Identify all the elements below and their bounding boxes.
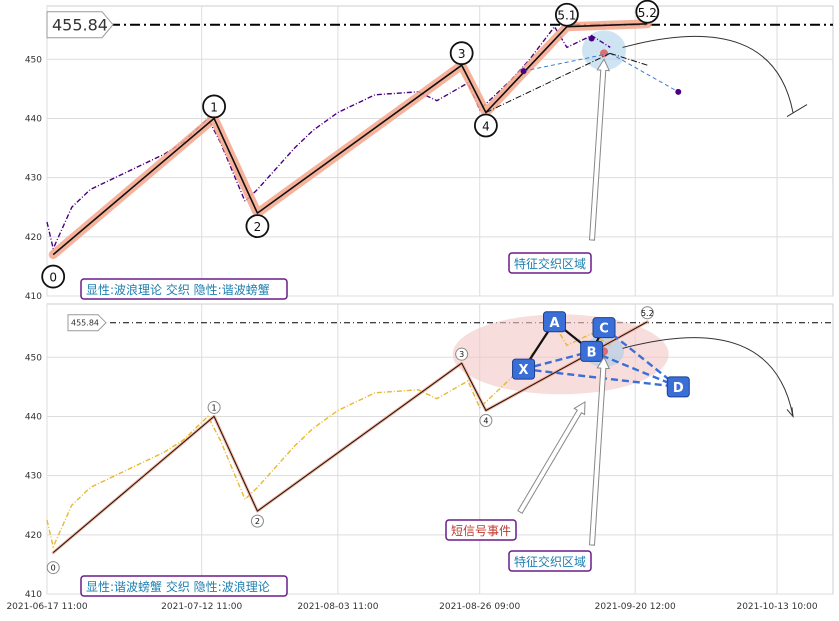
signal-event-callout-box xyxy=(445,519,517,541)
interweave-callout-box xyxy=(508,550,592,572)
wave-point-label: 4 xyxy=(482,120,490,134)
projection-mid-dot xyxy=(588,35,595,42)
wave-point-marker xyxy=(474,113,498,138)
price-marker-label: 455.84 xyxy=(52,16,108,35)
wave-point-marker xyxy=(245,214,270,239)
wave-point-label: 4 xyxy=(483,417,488,426)
interweave-arrow xyxy=(588,58,611,241)
y-tick-label: 420 xyxy=(25,531,42,541)
panel-top: 410 420 430 440 450 455.84 0 1 2 3 4 5.1 5.2 特征交织区域显性… xyxy=(25,0,834,302)
y-tick-label: 430 xyxy=(25,174,42,184)
plot-frame xyxy=(46,5,834,297)
projection-line xyxy=(523,52,611,72)
wave-point-marker xyxy=(635,0,660,24)
wave-point-marker xyxy=(202,94,227,119)
interweave-callout-label: 特征交织区域 xyxy=(514,256,586,271)
wave-path-line xyxy=(52,321,648,553)
wave-point-marker xyxy=(207,400,221,414)
x-tick-label: 2021-08-26 09:00 xyxy=(439,602,520,612)
harmonic-point-box xyxy=(580,340,604,362)
wave-point-label: 0 xyxy=(51,564,56,573)
price-marker-flag xyxy=(67,314,107,332)
wave-point-marker xyxy=(455,347,469,361)
y-tick-label: 450 xyxy=(25,353,42,363)
price-marker-label: 455.84 xyxy=(71,319,99,328)
interweave-arrow xyxy=(588,356,611,546)
wave-point-marker xyxy=(640,306,654,320)
plot-frame xyxy=(46,303,834,595)
y-tick-label: 420 xyxy=(25,233,42,243)
harmonic-point-box xyxy=(542,311,566,333)
harmonic-point-label: D xyxy=(673,381,684,396)
y-tick-label: 450 xyxy=(25,55,42,65)
wave-point-label: 0 xyxy=(49,271,57,285)
wave-point-label: 5.2 xyxy=(638,6,657,20)
wave-point-label: 2 xyxy=(255,517,260,526)
wave-point-label: 3 xyxy=(458,47,466,61)
wave-point-marker xyxy=(554,2,579,27)
wave-point-marker xyxy=(46,561,60,575)
wave-point-label: 5.2 xyxy=(641,309,654,318)
wave-point-label: 3 xyxy=(459,350,464,359)
info-label-box xyxy=(80,575,288,597)
interweave-center-dot xyxy=(600,49,609,58)
wave-point-label: 1 xyxy=(212,403,217,412)
x-tick-label: 2021-10-13 10:00 xyxy=(736,602,817,612)
y-tick-label: 440 xyxy=(25,412,42,422)
wave-point-marker xyxy=(250,514,264,528)
y-tick-label: 440 xyxy=(25,114,42,124)
wave-point-marker xyxy=(449,41,474,66)
harmonic-point-label: A xyxy=(549,316,559,331)
wave-point-marker xyxy=(41,264,66,289)
forecast-arc xyxy=(622,337,794,417)
interweave-callout-box xyxy=(508,252,592,274)
interweave-callout-label: 特征交织区域 xyxy=(514,554,586,569)
x-tick-label: 2021-08-03 11:00 xyxy=(297,602,378,612)
harmonic-point-label: B xyxy=(587,345,597,360)
y-tick-label: 430 xyxy=(25,472,42,482)
x-tick-label: 2021-09-20 12:00 xyxy=(595,602,676,612)
harmonic-point-label: X xyxy=(519,363,529,378)
signal-event-arrow xyxy=(517,401,586,514)
wave-point-marker xyxy=(479,414,493,428)
harmonic-point-box xyxy=(666,376,690,398)
price-marker-flag xyxy=(46,11,114,39)
y-tick-label: 410 xyxy=(25,590,42,600)
harmonic-point-box xyxy=(512,358,536,380)
forecast-arc-end xyxy=(786,104,808,117)
panel-bottom: 410 420 430 440 450 455.84 0 1 2 3 4 5.2 X A BC D 短信号事件特… xyxy=(25,303,834,600)
wave-point-label: 5.1 xyxy=(557,9,576,23)
signal-event-callout-label: 短信号事件 xyxy=(451,524,511,538)
harmonic-leg-dashed xyxy=(591,350,679,388)
projection-start-dot xyxy=(520,68,527,75)
harmonic-point-box xyxy=(592,317,616,339)
projection-end-dot xyxy=(675,88,682,95)
y-tick-label: 410 xyxy=(25,292,42,302)
projection-dashdot xyxy=(485,52,611,113)
harmonic-point-label: C xyxy=(599,322,609,337)
wave-point-label: 1 xyxy=(210,100,218,114)
wave-point-label: 2 xyxy=(254,220,262,234)
wave-path-line xyxy=(52,23,648,256)
projection-dashdot xyxy=(610,52,648,66)
forecast-arc-arrow xyxy=(786,407,794,419)
x-tick-label: 2021-06-17 11:00 xyxy=(6,602,87,612)
info-label-text: 显性:波浪理论 交织 隐性:谐波螃蟹 xyxy=(86,282,270,297)
info-label-box xyxy=(80,278,288,300)
info-label-text: 显性:谐波螃蟹 交织 隐性:波浪理论 xyxy=(86,579,270,594)
x-tick-label: 2021-07-12 11:00 xyxy=(161,602,242,612)
forecast-arc xyxy=(622,35,794,113)
projection-line xyxy=(609,52,679,93)
harmonic-leg-dashed xyxy=(603,326,680,388)
